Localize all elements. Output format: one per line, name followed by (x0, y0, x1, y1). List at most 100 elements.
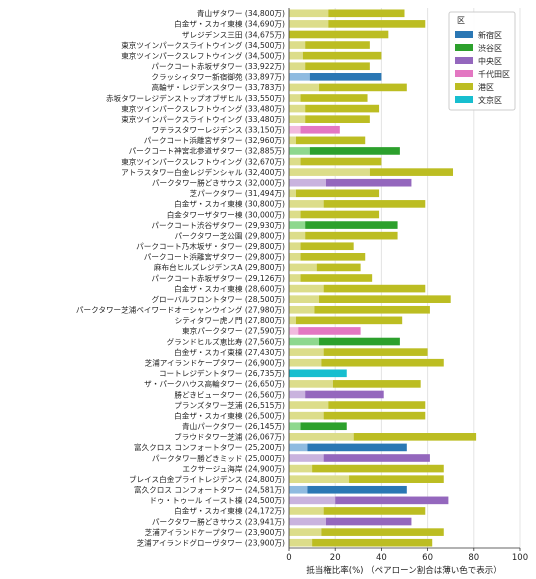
bar-pair-segment (289, 358, 322, 367)
bar-remaining-segment (305, 115, 370, 123)
bar-remaining-segment (319, 295, 451, 303)
category-label: エクサージュ海岸 (24,900万) (182, 463, 285, 473)
bar-remaining-segment (295, 136, 366, 145)
bar-remaining-segment (300, 253, 366, 261)
category-label: 芝パークタワー (31,494万) (190, 188, 285, 198)
legend-entry: 港区 (478, 82, 494, 92)
bar-remaining-segment (305, 231, 398, 240)
bar-remaining-segment (309, 147, 400, 155)
bar-remaining-segment (300, 274, 373, 282)
bar-remaining-segment (353, 433, 477, 441)
bar-pair-segment (289, 242, 301, 251)
bar-pair-segment (289, 62, 306, 71)
category-label: パークコート浜離宮ザタワー (29,800万) (144, 252, 285, 262)
bar-pair-segment (289, 20, 329, 28)
category-label: シティタワー虎ノ門 (27,800万) (175, 315, 285, 325)
category-label: ブレイス白金プライトレジデンス (24,800万) (129, 474, 285, 484)
bar-remaining-segment (323, 348, 428, 356)
category-label: 東京パークタワー (27,590万) (182, 326, 285, 336)
bar-remaining-segment (305, 104, 380, 113)
bar-pair-segment (289, 210, 301, 219)
category-label: 白金ザ・スカイ東棟 (26,500万) (174, 410, 285, 420)
category-label: 白金タワーザタワー棟 (30,000万) (167, 209, 285, 219)
bar-remaining-segment (295, 189, 380, 198)
category-label: ドゥ・トゥール イースト棟 (24,500万) (149, 495, 285, 505)
category-label: パークコート乃木坂ザ・タワー (29,800万) (136, 241, 285, 251)
bar-remaining-segment (328, 20, 426, 28)
bar-pair-segment (289, 475, 350, 483)
bar-remaining-segment (335, 496, 449, 505)
category-label: 東京ツインパークスレフトウイング (33,480万) (121, 103, 285, 113)
legend-swatch (455, 57, 473, 64)
bar-pair-segment (289, 295, 320, 303)
bar-remaining-segment (369, 168, 454, 176)
bar-pair-segment (289, 390, 306, 399)
category-label: ザ・パークハウス高輪タワー (26,650万) (144, 379, 285, 389)
bar-remaining-segment (300, 210, 380, 219)
x-tick-label: 100 (512, 553, 528, 563)
bar-remaining-segment (289, 30, 389, 39)
category-label: 麻布台ヒルズレジデンスA (29,800万) (154, 262, 285, 272)
bar-remaining-segment (300, 422, 347, 431)
bar-pair-segment (289, 9, 329, 18)
bar-pair-segment (289, 157, 301, 166)
bar-pair-segment (289, 274, 301, 282)
bar-pair-segment (289, 454, 324, 462)
bar-pair-segment (289, 221, 306, 229)
bar-pair-segment (289, 136, 296, 145)
category-label: 勝どきビュータワー (26,560万) (174, 389, 285, 399)
legend-swatch (455, 96, 473, 103)
bar-pair-segment (289, 464, 313, 473)
bar-remaining-segment (305, 62, 370, 71)
bar-remaining-segment (300, 242, 354, 251)
category-label: パークタワー芝浦ベイワードオーシャンウイング (27,980万) (76, 305, 285, 315)
category-label: 青山ザタワー (34,800万) (197, 8, 285, 18)
x-tick-label: 40 (376, 553, 387, 563)
bar-remaining-segment (305, 390, 384, 399)
legend-swatch (455, 44, 473, 51)
legend-entry: 文京区 (478, 95, 502, 105)
bar-pair-segment (289, 73, 310, 81)
category-label: ブラウドタワー芝浦 (26,067万) (174, 432, 285, 442)
legend-entry: 千代田区 (478, 69, 510, 79)
bar-pair-segment (289, 104, 306, 113)
bar-pair-segment (289, 496, 336, 505)
category-label: ワテラスタワーレジデンス (33,150万) (152, 125, 285, 135)
category-label: 富久クロス コンフォートタワー (25,200万) (134, 442, 285, 452)
bar-remaining-segment (332, 380, 421, 388)
category-label: 芝浦アイランドケープタワー (26,900万) (145, 358, 285, 368)
bar-remaining-segment (312, 538, 433, 547)
bar-remaining-segment (325, 178, 412, 187)
category-label: 東京ツインパークスライトウイング (33,480万) (121, 114, 285, 124)
bar-remaining-segment (309, 73, 382, 81)
bar-pair-segment (289, 411, 324, 420)
bar-pair-segment (289, 327, 299, 335)
bar-pair-segment (289, 125, 301, 134)
category-label: 白金ザ・スカイ東棟 (28,600万) (174, 283, 285, 293)
bar-remaining-segment (300, 125, 340, 134)
bar-pair-segment (289, 253, 301, 261)
category-labels: 青山ザタワー (34,800万)白金ザ・スカイ東棟 (34,690万)ザレジデン… (76, 8, 285, 547)
bar-pair-segment (289, 507, 324, 515)
category-label: 芝浦アイランドケープタワー (23,900万) (145, 527, 285, 537)
bar-pair-segment (289, 41, 306, 49)
bar-pair-segment (289, 528, 322, 536)
legend-entry: 新宿区 (478, 30, 502, 40)
category-label: 東京ツインパークスレフトウイング (34,500万) (121, 50, 285, 60)
bar-pair-segment (289, 168, 370, 176)
bar-remaining-segment (312, 464, 444, 473)
category-label: 高輪ザ・レジデンスタワー (33,783万) (152, 82, 286, 92)
bar-pair-segment (289, 485, 308, 494)
bar-remaining-segment (307, 443, 407, 452)
bars (289, 9, 477, 547)
bar-remaining-segment (328, 401, 426, 409)
bar-pair-segment (289, 231, 306, 240)
legend-entry: 中央区 (478, 56, 502, 66)
category-label: クラッシィタワー新宿御苑 (33,897万) (151, 72, 285, 82)
category-label: パークタワー勝どきミッド (25,000万) (152, 453, 285, 463)
bar-remaining-segment (300, 94, 368, 102)
category-label: 富久クロス コンフォートタワー (24,581万) (134, 485, 285, 495)
bar-remaining-segment (295, 316, 403, 325)
bar-remaining-segment (289, 369, 347, 378)
category-label: パークコート赤坂ザタワー (33,922万) (151, 61, 285, 71)
